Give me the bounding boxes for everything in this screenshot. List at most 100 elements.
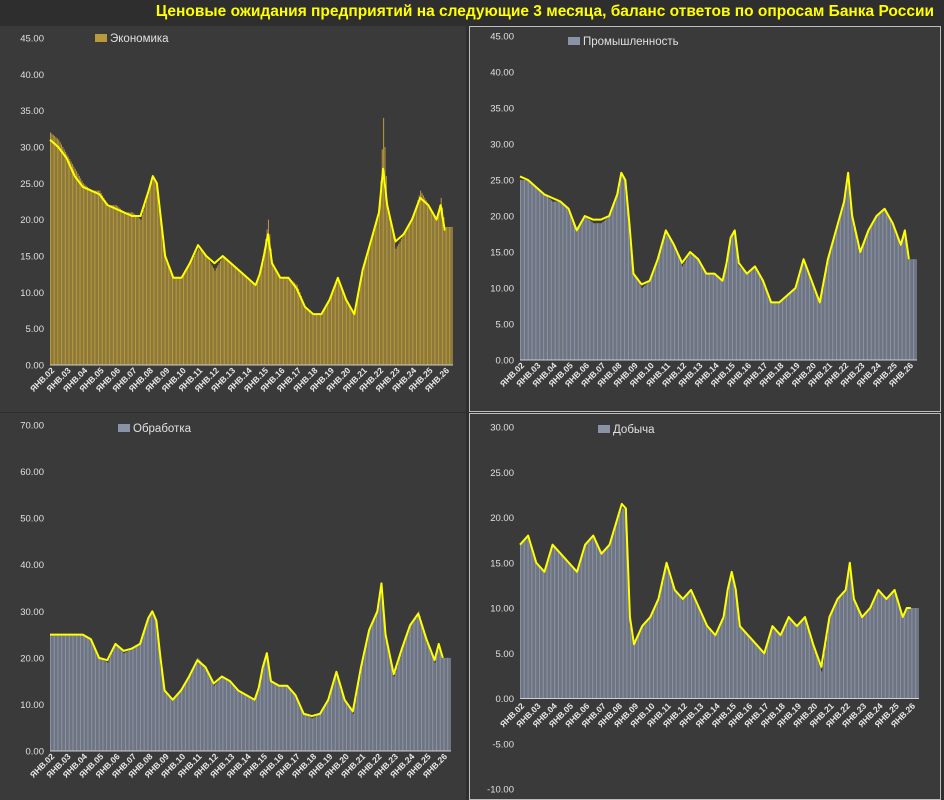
bar: [246, 276, 248, 365]
bar: [259, 270, 261, 365]
bar: [715, 635, 717, 699]
bar: [724, 608, 726, 699]
bar: [727, 589, 729, 699]
bar: [182, 688, 184, 751]
bar: [261, 673, 263, 751]
bar: [905, 611, 907, 699]
bar: [162, 236, 164, 365]
bar: [250, 280, 252, 365]
bar: [265, 657, 267, 751]
bar: [544, 194, 546, 360]
bar: [799, 273, 801, 360]
bar: [775, 302, 777, 360]
bar: [446, 226, 448, 365]
bar: [624, 508, 626, 699]
bar: [613, 205, 615, 360]
bar: [914, 259, 916, 360]
bar: [568, 562, 570, 699]
bar: [910, 259, 912, 360]
bar: [187, 678, 189, 751]
bar: [184, 272, 186, 365]
bar: [217, 681, 219, 751]
bar: [304, 306, 306, 365]
bar: [837, 598, 839, 699]
bar: [853, 222, 855, 360]
bar: [769, 635, 771, 699]
bar: [579, 225, 581, 360]
bar: [124, 212, 126, 365]
bar: [679, 259, 681, 360]
bar: [896, 234, 898, 360]
bar: [707, 273, 709, 360]
bar: [69, 159, 71, 365]
bar: [50, 132, 52, 365]
bar: [819, 302, 821, 360]
bar: [859, 611, 861, 699]
bar: [739, 626, 741, 699]
bar: [884, 208, 886, 360]
bar: [627, 547, 629, 699]
page-title: Ценовые ожидания предприятий на следующи…: [155, 3, 934, 20]
bar: [120, 650, 122, 751]
bar: [420, 190, 422, 365]
bar: [445, 657, 447, 751]
bar: [663, 574, 665, 699]
bar: [62, 147, 64, 365]
bar: [324, 309, 326, 365]
bar: [114, 646, 116, 751]
bar: [636, 638, 638, 699]
bar: [396, 246, 398, 365]
bar: [325, 704, 327, 751]
bar: [577, 571, 579, 699]
bar: [746, 633, 748, 699]
bar: [590, 538, 592, 699]
bar: [91, 190, 93, 365]
bar: [145, 625, 147, 751]
bar: [89, 189, 91, 365]
bar: [802, 620, 804, 699]
bar: [799, 623, 801, 699]
bar: [677, 592, 679, 699]
bar: [242, 692, 244, 751]
bar: [699, 261, 701, 360]
bar: [825, 644, 827, 699]
bar: [348, 706, 350, 751]
legend-label: Промышленность: [583, 36, 679, 48]
bar: [104, 660, 106, 751]
bar: [219, 260, 222, 365]
bar: [243, 693, 245, 751]
y-tick-label: 35.00: [490, 104, 514, 115]
bar: [668, 235, 670, 360]
y-tick-label: 25.00: [490, 176, 514, 187]
bar: [99, 190, 101, 365]
bar: [552, 544, 554, 699]
bar: [249, 696, 251, 751]
bar: [891, 220, 893, 360]
bar: [313, 717, 315, 751]
bar: [269, 234, 271, 365]
bar: [186, 681, 188, 751]
bar: [673, 244, 675, 360]
bar: [672, 242, 674, 360]
y-tick-label: 0.00: [26, 361, 45, 372]
bar: [586, 543, 588, 699]
bar: [594, 223, 596, 360]
bar: [132, 212, 134, 365]
bar: [273, 682, 275, 751]
chart-panel-mining: -10.00 -5.00 0.00 5.00 10.00 15.00 20.00 25.00 3…: [469, 413, 941, 800]
bar: [432, 212, 434, 365]
bar: [66, 154, 68, 365]
bar: [241, 272, 243, 365]
bar: [873, 220, 875, 360]
bar: [389, 219, 391, 365]
bar: [898, 603, 900, 699]
y-tick-label: -10.00: [487, 785, 514, 796]
bar: [310, 717, 312, 751]
bar: [749, 636, 751, 699]
bar: [133, 647, 135, 751]
bar: [392, 669, 394, 751]
bar: [429, 646, 431, 751]
bar: [790, 618, 792, 699]
bar: [528, 535, 530, 699]
bar: [289, 279, 291, 365]
